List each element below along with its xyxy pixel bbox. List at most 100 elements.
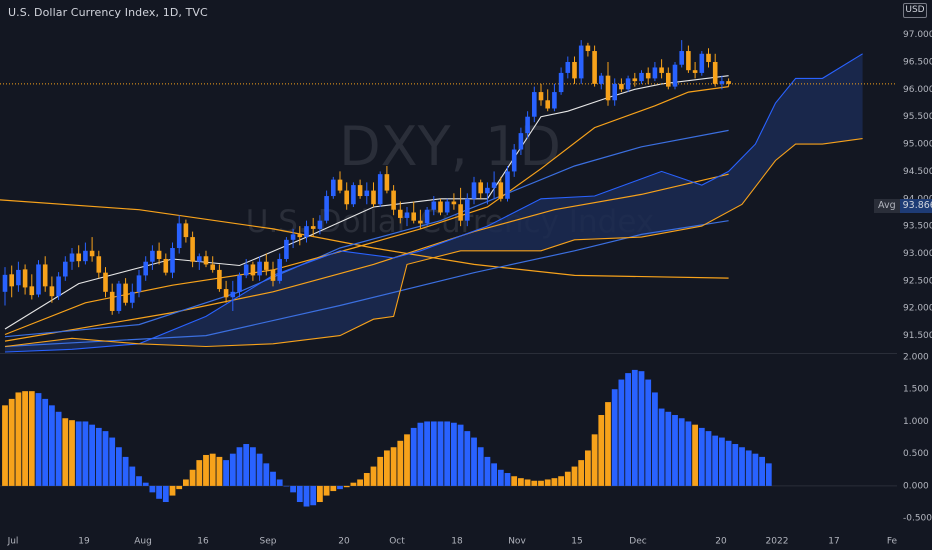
candle-body bbox=[645, 72, 651, 79]
histogram-bar bbox=[484, 456, 491, 486]
candle-body bbox=[351, 185, 356, 205]
candle-body bbox=[163, 258, 169, 273]
histogram-bar bbox=[55, 411, 62, 486]
histogram-bar bbox=[330, 485, 337, 492]
histogram-bar bbox=[585, 450, 591, 486]
histogram-bar bbox=[404, 434, 410, 486]
candle-body bbox=[377, 174, 383, 205]
x-tick-label: Dec bbox=[629, 537, 646, 547]
candle-body bbox=[331, 179, 336, 197]
x-tick-label: Fe bbox=[887, 537, 898, 547]
candle-body bbox=[364, 190, 370, 197]
candle-body bbox=[438, 201, 443, 213]
histogram-bar bbox=[551, 478, 558, 486]
histogram-bar bbox=[35, 393, 42, 486]
candle-body bbox=[404, 212, 410, 218]
x-tick-label: Jul bbox=[7, 537, 19, 547]
histogram-bar bbox=[417, 422, 424, 486]
histogram-bar bbox=[82, 421, 89, 486]
indicator-lines bbox=[0, 53, 897, 353]
line-blue-ma-slow bbox=[4, 220, 729, 348]
histogram-bar bbox=[236, 447, 243, 486]
currency-badge[interactable]: USD bbox=[903, 3, 927, 18]
histogram-bar bbox=[317, 485, 323, 503]
cloud-band bbox=[5, 53, 863, 353]
candle-body bbox=[699, 53, 705, 73]
candle-body bbox=[290, 234, 296, 240]
x-tick-label: Oct bbox=[389, 537, 405, 547]
candle-body bbox=[337, 179, 343, 191]
candle-body bbox=[706, 53, 711, 62]
histogram-bar bbox=[712, 435, 719, 486]
x-tick-label: Aug bbox=[134, 537, 152, 547]
histogram-bar bbox=[276, 479, 283, 486]
histogram-bar bbox=[303, 485, 310, 507]
price-tick-label: 96.000 bbox=[903, 85, 932, 95]
avg-label: Avg 93.866 bbox=[874, 199, 932, 213]
candle-body bbox=[498, 182, 504, 199]
histogram-bar bbox=[451, 422, 457, 486]
candle-body bbox=[230, 291, 236, 298]
candle-body bbox=[183, 223, 189, 238]
candle-body bbox=[652, 67, 658, 79]
candle-body bbox=[518, 133, 524, 150]
histogram-tick-label: 1.000 bbox=[903, 417, 929, 427]
candle-body bbox=[471, 182, 477, 199]
x-tick-label: Sep bbox=[260, 537, 277, 547]
histogram-bar bbox=[283, 485, 290, 487]
candle-body bbox=[625, 78, 631, 90]
histogram-bar bbox=[357, 479, 363, 486]
candle-body bbox=[666, 72, 671, 87]
histogram-bar bbox=[116, 447, 122, 486]
histogram-bar bbox=[745, 450, 752, 486]
candle-body bbox=[49, 286, 55, 297]
candle-body bbox=[418, 220, 423, 224]
candle-body bbox=[344, 190, 349, 205]
candle-body bbox=[505, 171, 510, 199]
candle-body bbox=[243, 264, 249, 276]
candle-body bbox=[558, 72, 564, 93]
histogram-bar bbox=[397, 440, 404, 486]
candles bbox=[2, 40, 731, 315]
histogram-bar bbox=[725, 440, 732, 486]
candle-body bbox=[223, 289, 229, 298]
histogram-bar bbox=[578, 460, 585, 486]
histogram-bar bbox=[229, 453, 236, 486]
candle-body bbox=[190, 237, 195, 262]
histogram-bar bbox=[598, 415, 605, 486]
histogram-bar bbox=[384, 450, 390, 486]
x-tick-label: 2022 bbox=[766, 537, 789, 547]
histogram-bar bbox=[95, 427, 102, 486]
x-tick-label: 20 bbox=[338, 537, 350, 547]
avg-key: Avg bbox=[874, 199, 900, 213]
candle-body bbox=[250, 264, 256, 276]
histogram-bar bbox=[698, 427, 705, 486]
histogram-bar bbox=[122, 456, 129, 486]
histogram-bar bbox=[363, 473, 370, 486]
price-tick-label: 93.000 bbox=[903, 249, 932, 259]
candle-body bbox=[130, 291, 135, 303]
line-orange-ma-slow bbox=[0, 199, 729, 279]
chart-title: U.S. Dollar Currency Index, 1D, TVC bbox=[8, 6, 208, 19]
candle-body bbox=[431, 201, 437, 210]
candle-body bbox=[69, 253, 75, 262]
histogram-bar bbox=[504, 473, 511, 486]
histogram-bar bbox=[390, 447, 397, 486]
histogram-bar bbox=[477, 447, 484, 486]
candle-body bbox=[277, 258, 282, 281]
candle-body bbox=[42, 264, 48, 287]
candle-body bbox=[552, 92, 557, 109]
histogram-bar bbox=[250, 447, 256, 486]
candle-body bbox=[585, 45, 591, 52]
histogram-bar bbox=[196, 460, 203, 486]
cloud-fill bbox=[5, 53, 863, 353]
histogram-bar bbox=[162, 485, 169, 503]
price-tick-label: 92.500 bbox=[903, 276, 932, 286]
candle-body bbox=[424, 209, 430, 224]
candle-body bbox=[170, 248, 175, 273]
candle-body bbox=[284, 239, 289, 259]
avg-value: 93.866 bbox=[899, 199, 932, 213]
candle-body bbox=[612, 83, 617, 101]
candle-body bbox=[257, 261, 262, 276]
